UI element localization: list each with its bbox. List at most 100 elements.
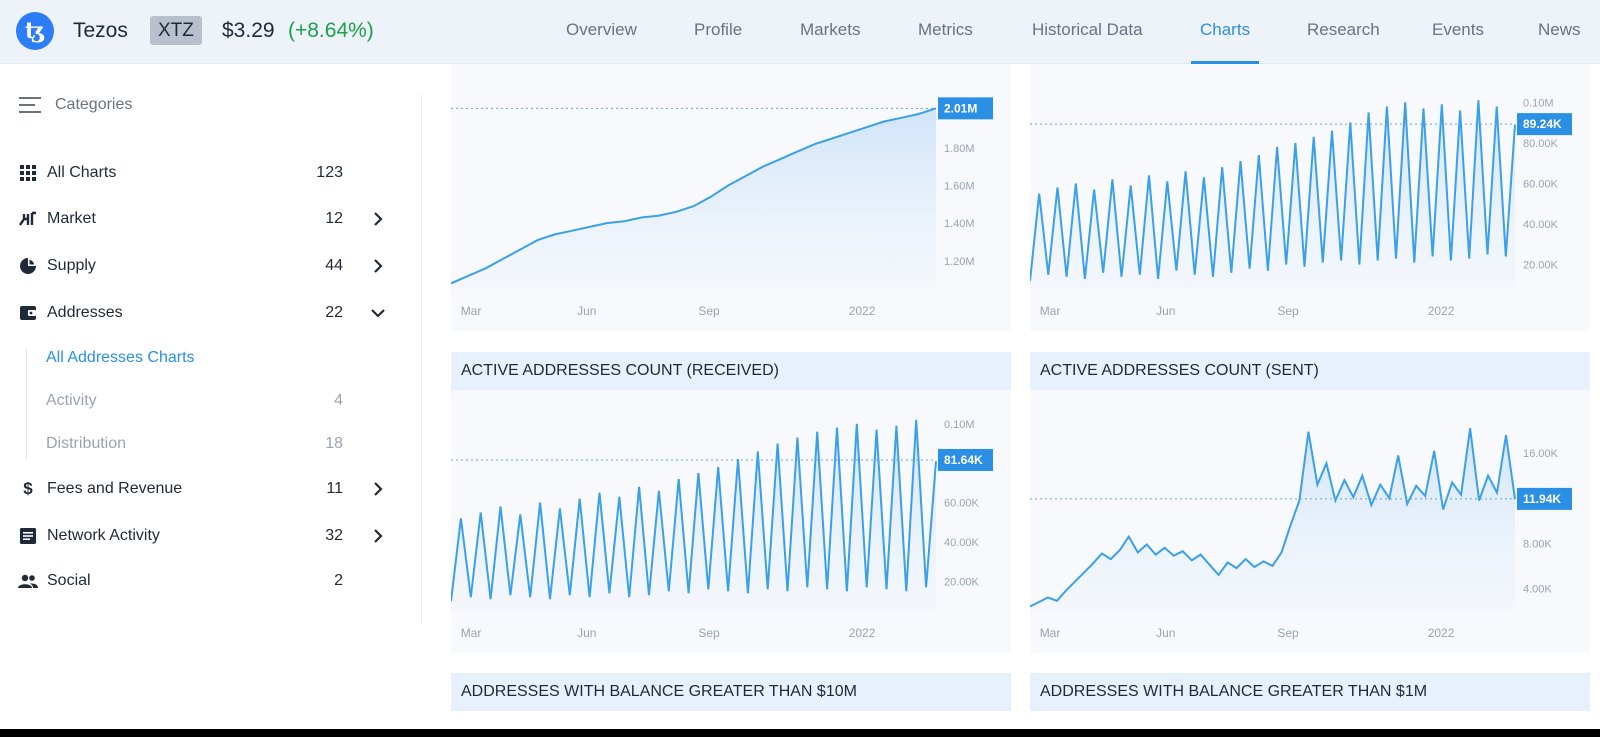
sidebar-item-count: 22: [325, 304, 343, 321]
y-tick-label: 4.00K: [1523, 583, 1552, 595]
x-tick-label: Mar: [461, 626, 482, 640]
x-tick-label: Sep: [698, 626, 720, 640]
chart-title: ADDRESSES WITH BALANCE GREATER THAN $10M: [451, 673, 1011, 711]
dollar-icon: $: [23, 479, 33, 498]
chart-body[interactable]: 4.00K8.00K12.00K16.00KMarJunSep202211.94…: [1030, 390, 1590, 653]
tab-events[interactable]: Events: [1432, 20, 1484, 39]
x-tick-label: 2022: [1428, 304, 1455, 318]
sidebar-subitem-label: Distribution: [46, 435, 127, 452]
x-tick-label: Mar: [1040, 626, 1061, 640]
chart-active-received[interactable]: 20.00K 40.00K 60.00K 0.10M Mar Jun Sep 2022 81.6…: [451, 390, 1011, 653]
tezos-logo-icon[interactable]: ꜩ: [16, 12, 54, 50]
ticker-badge: XTZ: [150, 16, 202, 45]
sidebar-subitem-count: 18: [325, 435, 343, 452]
categories-heading[interactable]: Categories: [19, 96, 132, 114]
last-value-label: 89.24K: [1523, 117, 1562, 131]
series-area: [451, 108, 936, 289]
sidebar-item-fees-and-revenue[interactable]: $ Fees and Revenue 11: [0, 474, 400, 504]
sidebar-item-supply[interactable]: Supply 44: [0, 251, 400, 281]
chart-active-addresses[interactable]: 20.00K 40.00K 60.00K 80.00K 0.10M Mar Jun Sep 20…: [1030, 64, 1590, 331]
y-tick-label: 80.00K: [1523, 138, 1559, 150]
y-tick-label: 20.00K: [1523, 260, 1559, 272]
x-tick-label: Sep: [1277, 626, 1299, 640]
sidebar-item-market[interactable]: Market 12: [0, 204, 400, 234]
series-line: [451, 107, 937, 285]
tab-markets[interactable]: Markets: [800, 20, 861, 39]
sidebar-item-all-charts[interactable]: All Charts 123: [0, 158, 400, 188]
sidebar-subitem-all-addresses-charts[interactable]: All Addresses Charts: [0, 343, 400, 373]
last-value-label: 2.01M: [944, 101, 977, 115]
sidebar-item-network-activity[interactable]: Network Activity 32: [0, 521, 400, 551]
chevron-right-icon[interactable]: [368, 209, 388, 229]
sidebar-item-count: 44: [325, 257, 343, 274]
x-tick-label: Jun: [1156, 626, 1175, 640]
chart-title: ADDRESSES WITH BALANCE GREATER THAN $1M: [1030, 673, 1590, 711]
y-tick-label: 1.60M: [944, 181, 975, 193]
y-tick-label: 60.00K: [944, 498, 980, 510]
last-value-label: 11.94K: [1523, 492, 1561, 506]
screen-bottom-edge: [0, 729, 1600, 737]
sidebar-subitem-count: 4: [334, 392, 343, 409]
sidebar-item-count: 32: [325, 527, 343, 544]
tab-profile[interactable]: Profile: [694, 20, 743, 39]
sidebar-item-label: Fees and Revenue: [47, 480, 183, 497]
tab-research[interactable]: Research: [1307, 20, 1380, 39]
x-tick-label: 2022: [1428, 626, 1455, 640]
chart-body[interactable]: 20.00K 40.00K 60.00K 80.00K 0.10M Mar Jun Sep 20…: [1030, 64, 1590, 331]
tab-overview[interactable]: Overview: [566, 20, 637, 39]
last-value-badge: [1517, 113, 1572, 136]
people-icon: [18, 571, 38, 591]
sidebar-subitem-label: Activity: [46, 392, 97, 409]
series-line: [451, 419, 937, 602]
active-tab-indicator: [1191, 61, 1259, 64]
asset-name: Tezos: [73, 19, 128, 42]
top-bar: ꜩ Tezos XTZ $3.29 (+8.64%) Overview Prof…: [0, 0, 1600, 64]
y-tick-label: 20.00K: [944, 576, 980, 588]
market-icon: [18, 209, 38, 229]
tab-historical-data[interactable]: Historical Data: [1032, 20, 1143, 39]
x-tick-label: 2022: [849, 626, 876, 640]
tab-charts[interactable]: Charts: [1200, 20, 1251, 39]
x-tick-label: 2022: [849, 304, 876, 318]
series-area: [1030, 100, 1515, 289]
chart-body[interactable]: 20.00K 40.00K 60.00K 0.10M Mar Jun Sep 2022 81.6…: [451, 390, 1011, 653]
x-tick-label: Mar: [1040, 304, 1061, 318]
categories-label: Categories: [55, 96, 133, 113]
chevron-right-icon[interactable]: [368, 526, 388, 546]
x-tick-label: Sep: [1277, 304, 1299, 318]
sidebar-item-count: 12: [325, 210, 343, 227]
y-tick-label: 1.80M: [944, 143, 975, 155]
document-icon: [18, 526, 38, 546]
x-tick-label: Sep: [698, 304, 720, 318]
chart-total-addresses[interactable]: 1.20M 1.40M 1.60M 1.80M Mar Jun Sep 2022 2.01M: [451, 64, 1011, 331]
sidebar-item-label: Market: [47, 210, 96, 227]
sidebar-item-label: Social: [47, 572, 91, 589]
tab-news[interactable]: News: [1538, 20, 1581, 39]
sidebar-subitem-activity[interactable]: Activity 4: [0, 386, 400, 416]
chevron-right-icon[interactable]: [368, 479, 388, 499]
y-tick-label: 60.00K: [1523, 178, 1559, 190]
y-tick-label: 16.00K: [1523, 448, 1559, 460]
sidebar-item-label: Supply: [47, 257, 96, 274]
asset-price: $3.29: [222, 19, 275, 42]
chart-active-sent[interactable]: 4.00K8.00K12.00K16.00KMarJunSep202211.94…: [1030, 390, 1590, 653]
x-tick-label: Mar: [461, 304, 482, 318]
wallet-icon: [18, 303, 38, 323]
subitem-guide-line: [26, 348, 27, 460]
sidebar-subitem-distribution[interactable]: Distribution 18: [0, 429, 400, 459]
chart-title: ACTIVE ADDRESSES COUNT (SENT): [1030, 352, 1590, 390]
sidebar-item-addresses[interactable]: Addresses 22: [0, 298, 400, 328]
y-tick-label: 1.20M: [944, 256, 975, 268]
chevron-right-icon[interactable]: [368, 256, 388, 276]
chart-body[interactable]: 1.20M 1.40M 1.60M 1.80M Mar Jun Sep 2022 2.01M: [451, 64, 1011, 331]
y-tick-label: 0.10M: [1523, 97, 1554, 109]
tab-metrics[interactable]: Metrics: [918, 20, 973, 39]
price-change: (+8.64%): [288, 19, 374, 42]
chart-title: ACTIVE ADDRESSES COUNT (RECEIVED): [451, 352, 1011, 390]
sidebar-item-social[interactable]: Social 2: [0, 566, 400, 596]
chevron-down-icon[interactable]: [368, 303, 388, 323]
y-tick-label: 1.40M: [944, 218, 975, 230]
sidebar-subitem-label: All Addresses Charts: [46, 349, 195, 366]
x-tick-label: Jun: [577, 626, 596, 640]
series-line: [1030, 100, 1516, 282]
